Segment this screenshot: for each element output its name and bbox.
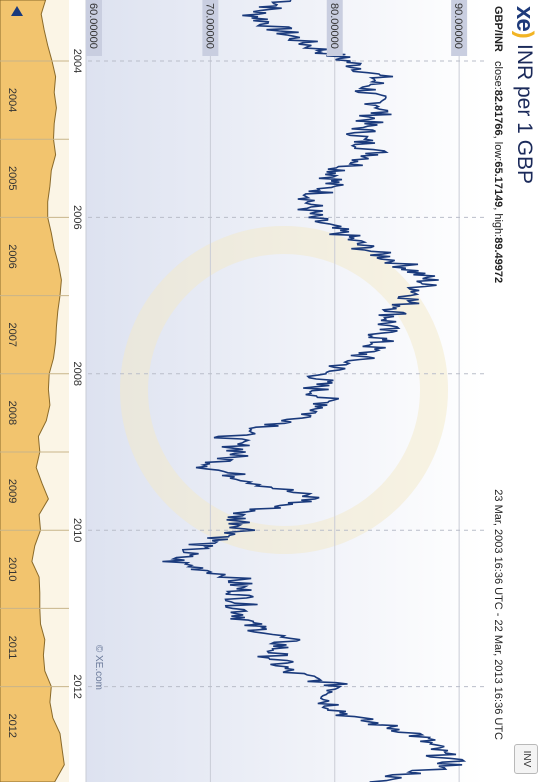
y-tick-label-bg [326,0,343,56]
x-tick-label: 2010 [74,518,83,542]
series-line [162,0,467,782]
overview-tick-label: 2011 [6,636,18,660]
close-label: close: [492,61,504,90]
xe-logo: xe) [511,6,538,38]
chart-title: INR per 1 GBP [513,44,536,185]
xe-watermark: © XE.com [93,644,104,690]
overview-tick-label: 2008 [6,401,18,425]
overview-tick-label: 2010 [6,557,18,581]
x-tick-label: 2006 [74,205,83,229]
y-tick-label-bg [202,0,219,56]
low-label: low: [492,141,504,162]
overview-navigator[interactable]: 2004 2005 2006 2007 2008 2009 2010 2011 2012 [0,0,69,782]
scroll-left-arrow-icon[interactable] [11,6,23,16]
overview-tick-label: 2012 [6,713,18,737]
high-label: high: [492,213,504,238]
title-row: xe) INR per 1 GBP [506,6,540,566]
y-tick-label-bg [451,0,468,56]
y-tick-label-bg [86,0,102,56]
overview-tick-label: 2007 [6,322,18,346]
currency-pair: GBP/INR [492,6,504,52]
date-range: 23 Mar, 2003 16:36 UTC - 22 Mar, 2013 16… [492,489,504,740]
invert-button[interactable]: INV [514,744,538,774]
overview-area [0,0,65,782]
overview-tick-label: 2006 [6,244,18,268]
overview-tick-label: 2005 [6,166,18,190]
price-stats: GBP/INR close:82.81766, low:65.17149, hi… [492,6,504,284]
x-tick-label: 2012 [74,674,83,698]
high-value: 89.49972 [492,237,504,284]
y-tick-label: 90.00000 [452,3,464,49]
low-value: 65.17149 [492,161,504,208]
close-value: 82.81766 [492,89,504,136]
overview-tick-label: 2009 [6,479,18,503]
y-tick-label: 70.00000 [203,3,215,49]
y-tick-label: 60.00000 [87,3,99,49]
x-tick-label: 2008 [74,362,83,386]
overview-tick-label: 2004 [6,88,18,112]
x-tick-label: 2004 [74,49,83,73]
main-plot: 90.00000 80.00000 70.00000 60.00000 2004 200… [74,0,484,782]
plot-area [86,0,484,782]
watermark-circle [120,226,448,554]
y-tick-label: 80.00000 [328,3,340,49]
